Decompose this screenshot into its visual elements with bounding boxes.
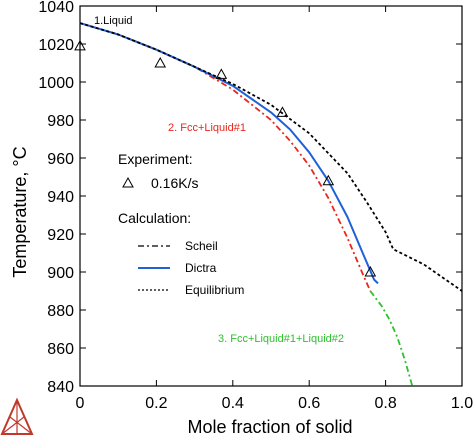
experiment-point [322,174,335,186]
experiment-points-layer [74,39,377,277]
series-line-equilibrium [79,22,463,292]
y-tick-label: 900 [47,265,74,282]
y-tick-label: 1040 [38,0,74,16]
y-axis-label: Temperature, °C [10,146,30,277]
y-tick-label: 980 [47,113,74,130]
y-tick-label: 880 [47,303,74,320]
series-line-dictra [79,22,379,285]
x-tick-label: 0 [76,395,85,412]
x-axis-label: Mole fraction of solid [187,417,352,437]
axes-layer: 0 0.2 0.4 0.6 0.8 1.0 840 860 880 900 920 940 960 980… [38,0,473,412]
annotation-fcc-liquid1: 2. Fcc+Liquid#1 [168,122,246,134]
annotation-fcc-liquid1-liquid2: 3. Fcc+Liquid#1+Liquid#2 [218,333,344,345]
legend-scheil-label: Scheil [185,239,218,253]
y-tick-label: 960 [47,151,74,168]
y-tick-label: 1000 [38,75,74,92]
triangle-icon [122,176,134,188]
x-tick-label: 0.4 [222,395,244,412]
legend-experiment-label: 0.16K/s [151,175,198,191]
legend-experiment-title: Experiment: [118,151,193,167]
y-tick-label: 840 [47,379,74,396]
y-tick-label: 1020 [38,37,74,54]
series-line-scheil-3-phase [369,290,414,387]
thermo-calc-logo-icon [0,397,34,435]
legend-calculation-title: Calculation: [118,210,191,226]
legend-dictra-label: Dictra [185,261,217,275]
experiment-point [74,39,86,51]
legend: Experiment: 0.16K/s Calculation: Scheil … [118,151,244,297]
experiment-point [276,106,289,117]
experiment-point [154,56,167,68]
x-tick-label: 0.8 [374,395,396,412]
x-tick-label: 1.0 [451,395,473,412]
plot-frame [79,5,463,387]
y-tick-label: 860 [47,341,74,358]
x-tick-label: 0.2 [145,395,167,412]
legend-equilibrium-label: Equilibrium [185,283,244,297]
series-layer [79,22,463,387]
experiment-point [215,68,228,79]
annotation-liquid: 1.Liquid [94,15,133,27]
y-tick-label: 940 [47,189,74,206]
experiment-point [364,265,377,277]
y-tick-label: 920 [47,227,74,244]
x-tick-label: 0.6 [298,395,320,412]
